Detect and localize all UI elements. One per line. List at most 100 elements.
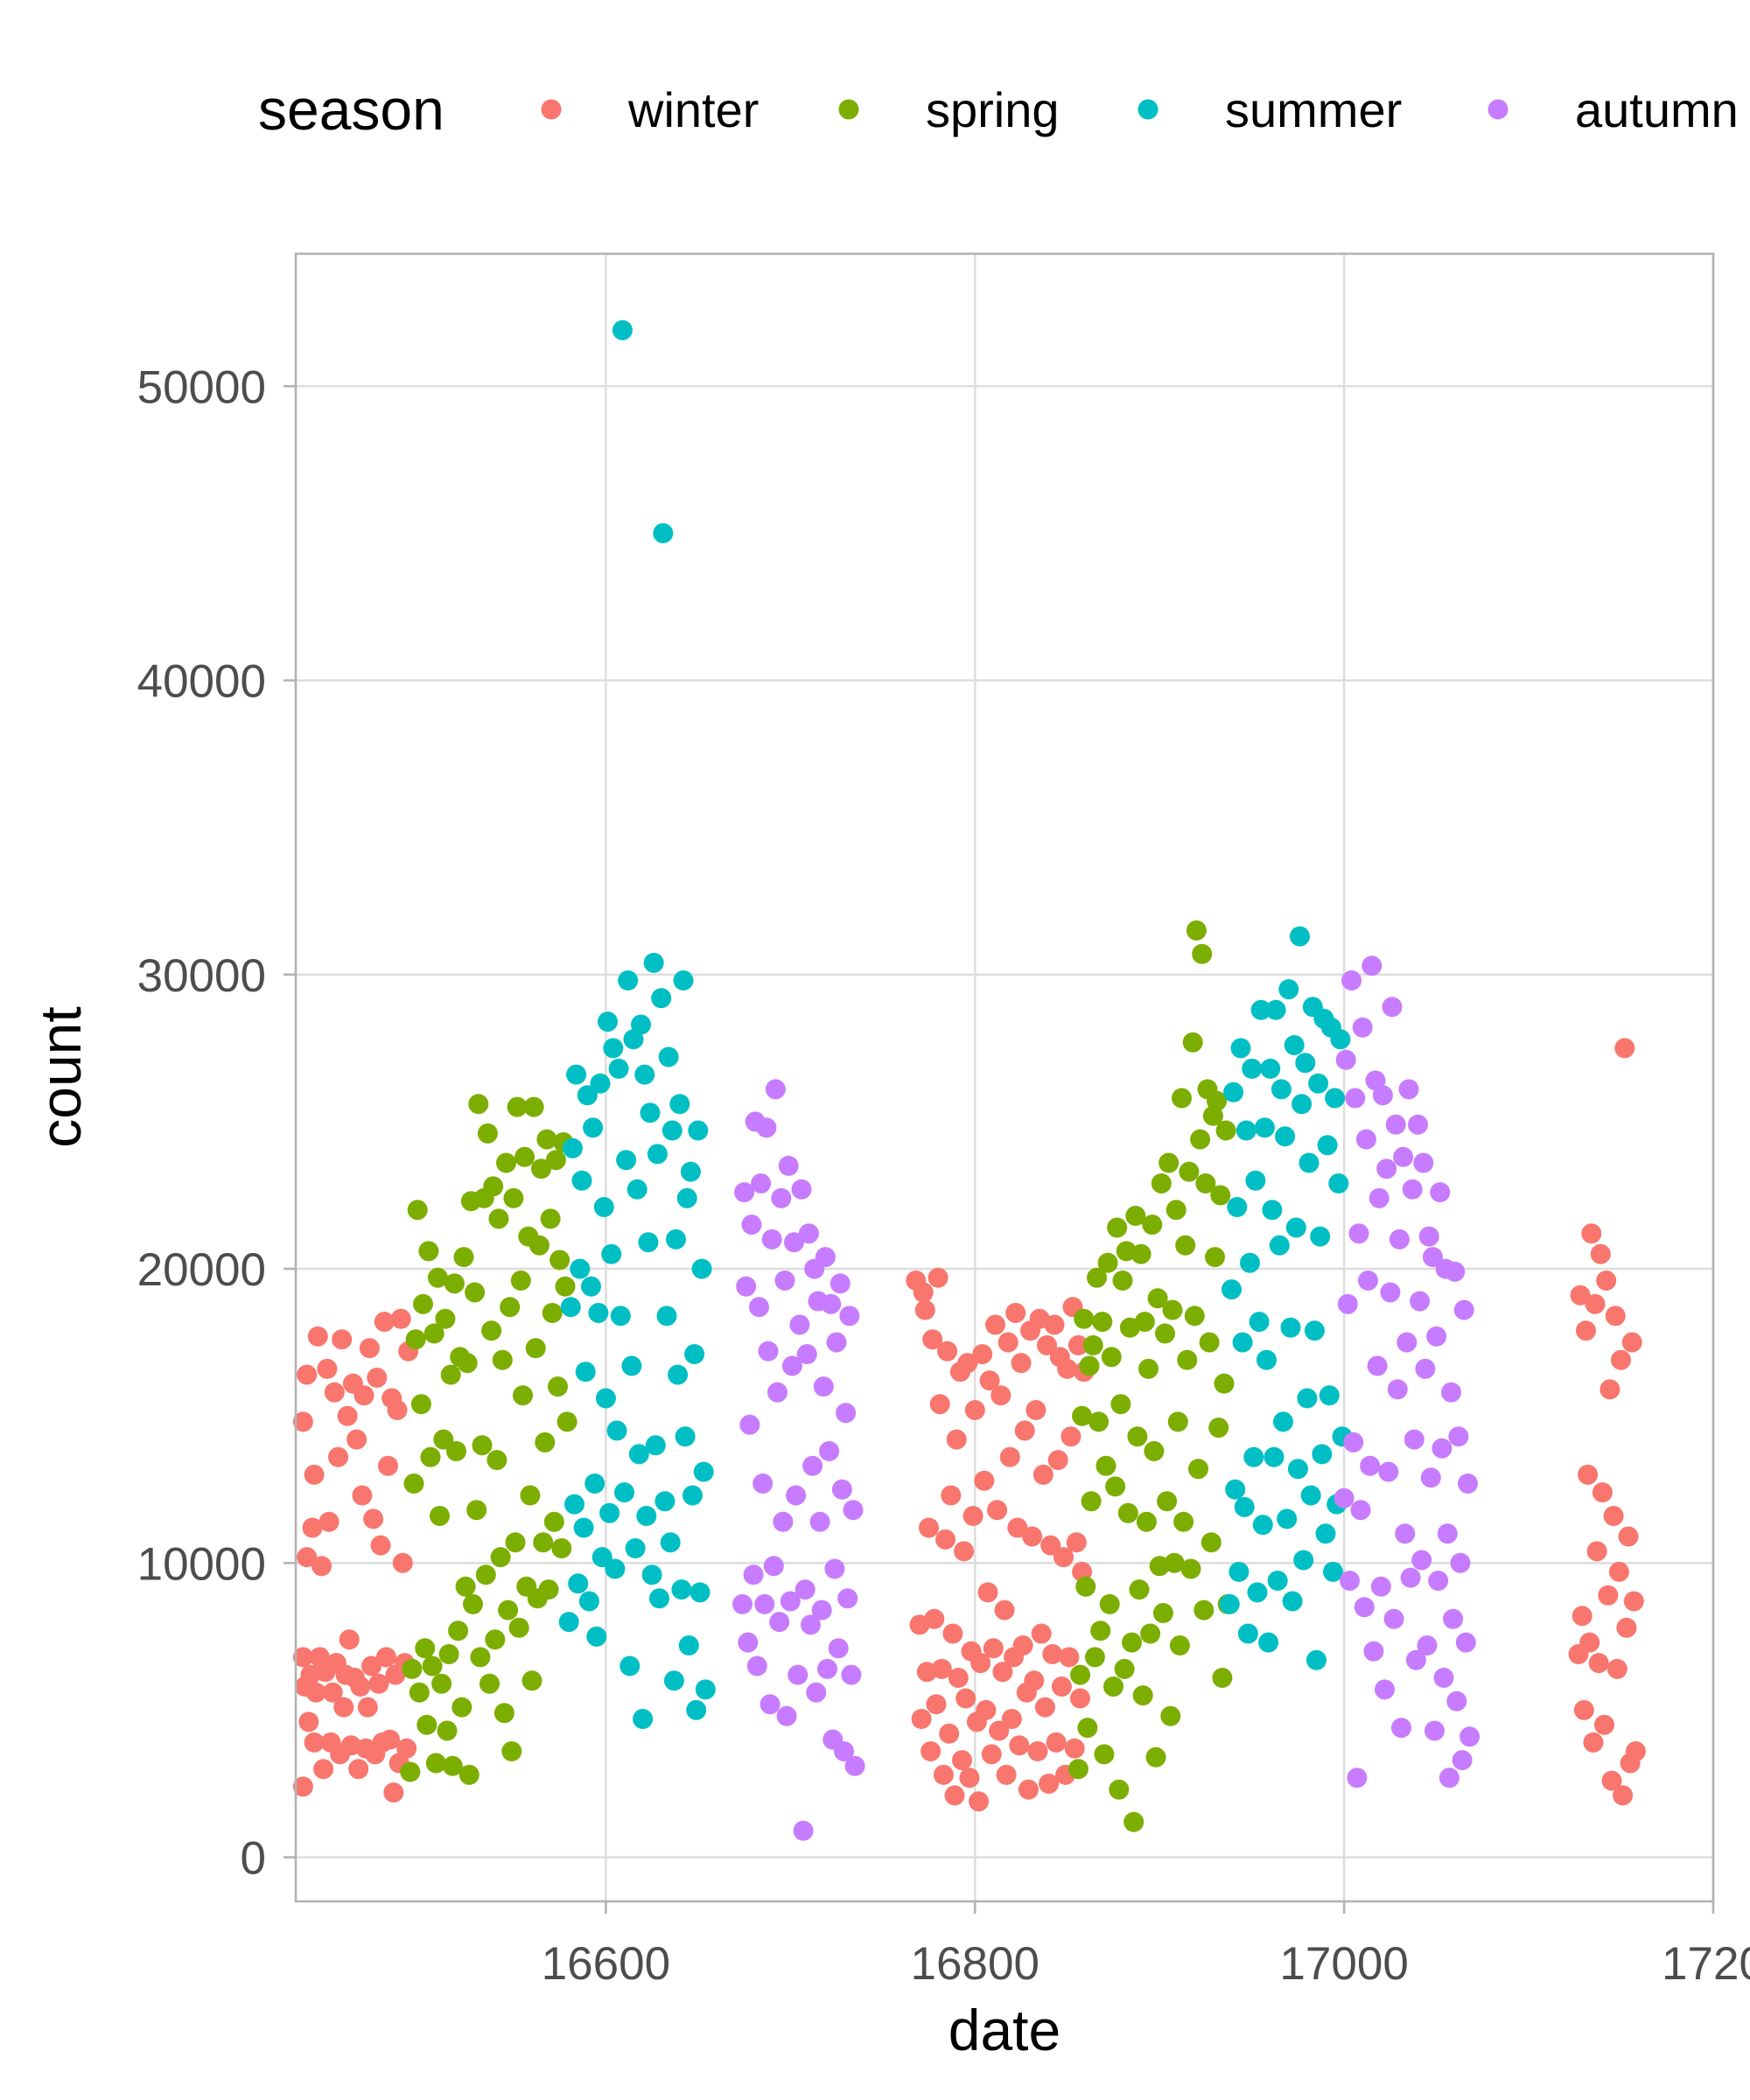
spring-point [440,1364,461,1385]
summer-point [1250,999,1271,1020]
winter-point [1059,1647,1080,1668]
summer-point [601,1243,622,1264]
summer-point [590,1073,611,1094]
winter-point [392,1552,413,1573]
spring-point [405,1329,426,1350]
spring-point [1151,1173,1172,1194]
summer-point [1265,999,1286,1020]
legend-item-spring: spring [838,82,1060,137]
summer-point [562,1138,583,1158]
winter-point [370,1535,391,1556]
autumn-point [746,1656,767,1676]
winter-point [981,1744,1002,1765]
spring-point [531,1158,551,1180]
winter-point [937,1340,958,1362]
winter-point [1573,1699,1594,1720]
summer-point [1245,1170,1266,1191]
autumn-point [736,1276,757,1297]
summer-point [631,1014,651,1035]
autumn-point [839,1306,860,1326]
winter-point [1605,1306,1626,1326]
autumn-point [1378,1461,1399,1482]
spring-point [448,1620,469,1642]
autumn-point [1437,1523,1458,1544]
winter-point [374,1312,395,1333]
summer-point [1262,1200,1283,1221]
winter-point [333,1697,354,1718]
autumn-point [1452,1750,1473,1771]
winter-point [1011,1353,1032,1374]
summer-point [1219,1593,1240,1614]
autumn-point [732,1593,752,1614]
winter-point [941,1485,962,1506]
autumn-point [1370,1576,1391,1597]
spring-point [1158,1152,1180,1173]
winter-point [959,1768,980,1788]
autumn-point [796,1344,817,1365]
summer-point [1227,1197,1248,1217]
spring-point [1186,920,1207,941]
winter-point [1581,1223,1602,1244]
summer-point [1330,1029,1351,1050]
winter-point [375,1647,396,1668]
summer-point [673,970,694,990]
winter-point [962,1506,984,1526]
winter-point [350,1676,371,1697]
x-tick-label: 16800 [911,1938,1040,1990]
spring-point [1087,1267,1107,1288]
legend: season winter spring summer autumn [258,77,1739,142]
winter-point [1603,1506,1624,1526]
winter-point [928,1267,948,1288]
autumn-point [734,1182,755,1203]
autumn-point [793,1820,814,1841]
spring-point [513,1385,533,1406]
spring-point [424,1323,444,1344]
spring-point [1160,1705,1181,1726]
spring-point [437,1720,458,1741]
spring-point [508,1617,529,1638]
spring-point [431,1673,452,1694]
legend-key-autumn [1488,99,1508,120]
winter-point [1625,1741,1646,1761]
spring-point [533,1532,554,1553]
autumn-point [752,1474,774,1494]
summer-point [626,1179,648,1200]
spring-point [1110,1394,1131,1415]
summer-point [599,1502,620,1523]
spring-point [1166,1200,1186,1221]
winter-point [339,1629,360,1650]
summer-point [612,319,633,340]
winter-point [992,1662,1013,1683]
autumn-point [1418,1226,1439,1247]
summer-point [1325,1088,1346,1109]
summer-point [560,1297,581,1318]
winter-point [304,1732,325,1753]
autumn-point [1375,1679,1395,1700]
winter-point [297,1547,318,1568]
autumn-point [1372,1085,1393,1106]
autumn-point [1426,1326,1447,1347]
summer-point [568,1573,589,1594]
autumn-point [780,1591,801,1612]
autumn-point [1380,1282,1401,1303]
spring-point [542,1303,563,1323]
spring-point [1099,1593,1120,1614]
spring-point [1109,1779,1130,1800]
summer-point [586,1626,607,1647]
winter-point [305,1682,326,1703]
spring-point [492,1349,513,1370]
autumn-point [830,1273,850,1294]
spring-point [505,1532,526,1553]
winter-point [1039,1774,1060,1794]
winter-point [1007,1517,1028,1538]
autumn-point [1445,1261,1466,1282]
autumn-point [1430,1182,1451,1203]
summer-point [643,952,664,973]
winter-point [312,1556,332,1577]
spring-point [425,1753,446,1774]
spring-point [422,1656,443,1676]
winter-point [357,1697,378,1718]
autumn-point [1350,1500,1371,1521]
spring-point [1070,1664,1090,1685]
